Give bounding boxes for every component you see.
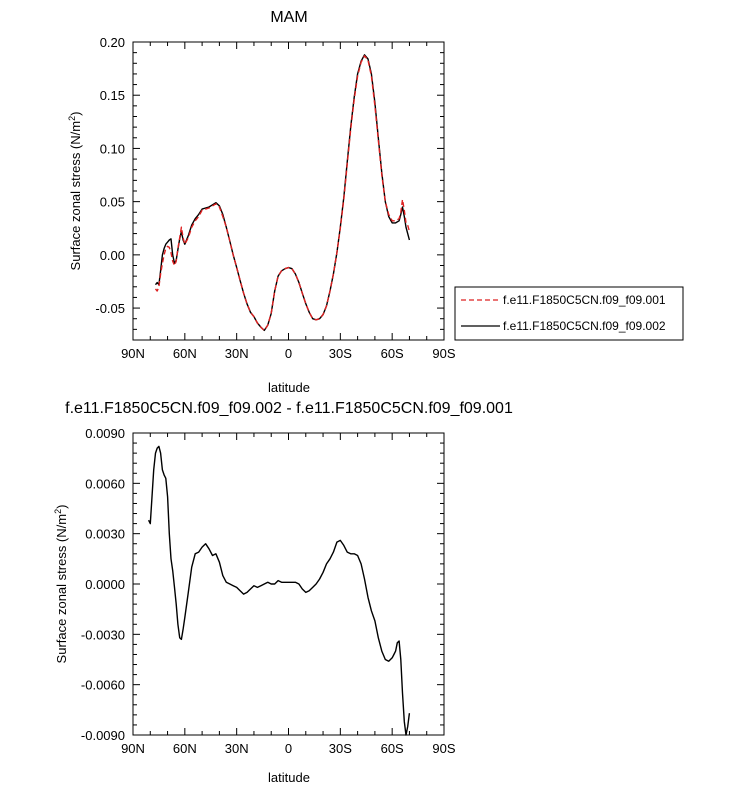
bottom-y-tick-label: 0.0060 — [85, 476, 125, 491]
bottom-y-tick-label: 0.0090 — [85, 426, 125, 441]
top-chart-panel: MAM 90N 60N 30N 0 30S 60S 90S 0.20 0.15 0.10 0.05 0… — [67, 9, 456, 395]
bottom-y-axis-label: Surface zonal stress (N/m2) — [53, 505, 69, 664]
bottom-axis-ticks: 90N 60N 30N 0 30S 60S 90S 0.0090 0.0060 0.0030 0.0… — [81, 426, 456, 756]
bottom-x-tick-label: 30N — [225, 741, 249, 756]
top-x-tick-label: 30N — [225, 346, 249, 361]
top-y-tick-label: 0.00 — [100, 248, 125, 263]
bottom-plot-frame — [132, 432, 445, 736]
bottom-y-tick-label: 0.0000 — [85, 577, 125, 592]
top-plot-frame — [132, 41, 445, 341]
top-x-tick-label: 60N — [173, 346, 197, 361]
bottom-x-tick-label: 0 — [285, 741, 292, 756]
bottom-x-tick-label: 90N — [121, 741, 145, 756]
top-x-tick-label: 90S — [432, 346, 455, 361]
bottom-y-axis-label-superscript: 2 — [53, 509, 63, 514]
top-x-tick-label: 60S — [381, 346, 404, 361]
legend-label-series-2: f.e11.F1850C5CN.f09_f09.002 — [503, 319, 666, 333]
top-x-tick-label: 30S — [329, 346, 352, 361]
bottom-y-tick-label: -0.0030 — [81, 627, 125, 642]
top-x-tick-label: 90N — [121, 346, 145, 361]
top-y-tick-label: 0.20 — [100, 35, 125, 50]
legend-label-series-1: f.e11.F1850C5CN.f09_f09.001 — [503, 293, 666, 307]
bottom-y-tick-label: -0.0060 — [81, 678, 125, 693]
top-y-tick-label: 0.05 — [100, 195, 125, 210]
top-y-tick-label: -0.05 — [95, 301, 125, 316]
bottom-y-axis-label-close: ) — [54, 505, 69, 509]
bottom-y-tick-label: 0.0030 — [85, 527, 125, 542]
legend: f.e11.F1850C5CN.f09_f09.001 f.e11.F1850C… — [454, 286, 684, 341]
bottom-series-group — [147, 445, 411, 736]
top-series-line-1 — [154, 55, 411, 332]
top-x-tick-label: 0 — [285, 346, 292, 361]
top-y-tick-label: 0.15 — [100, 88, 125, 103]
top-y-axis-label-main: Surface zonal stress (N/m — [68, 121, 83, 271]
bottom-y-axis-label-main: Surface zonal stress (N/m — [54, 514, 69, 664]
bottom-chart-title: f.e11.F1850C5CN.f09_f09.002 - f.e11.F185… — [65, 400, 513, 417]
bottom-x-tick-label: 90S — [432, 741, 455, 756]
legend-box — [454, 286, 684, 341]
bottom-series-line-1 — [147, 445, 411, 736]
bottom-x-tick-label: 60N — [173, 741, 197, 756]
top-series-group — [154, 54, 411, 332]
top-y-axis-label: Surface zonal stress (N/m2) — [67, 112, 83, 271]
bottom-x-tick-label: 30S — [329, 741, 352, 756]
top-axis-ticks: 90N 60N 30N 0 30S 60S 90S 0.20 0.15 0.10 0.05 0.00 -… — [95, 35, 456, 361]
bottom-chart-panel: f.e11.F1850C5CN.f09_f09.002 - f.e11.F185… — [53, 400, 513, 785]
top-series-line-2 — [154, 54, 411, 332]
bottom-x-axis-label: latitude — [268, 770, 310, 785]
top-y-axis-label-superscript: 2 — [67, 116, 77, 121]
top-y-tick-label: 0.10 — [100, 141, 125, 156]
top-chart-title: MAM — [270, 9, 307, 26]
bottom-y-tick-label: -0.0090 — [81, 728, 125, 743]
bottom-x-tick-label: 60S — [381, 741, 404, 756]
top-x-axis-label: latitude — [268, 380, 310, 395]
top-y-axis-label-close: ) — [68, 112, 83, 116]
